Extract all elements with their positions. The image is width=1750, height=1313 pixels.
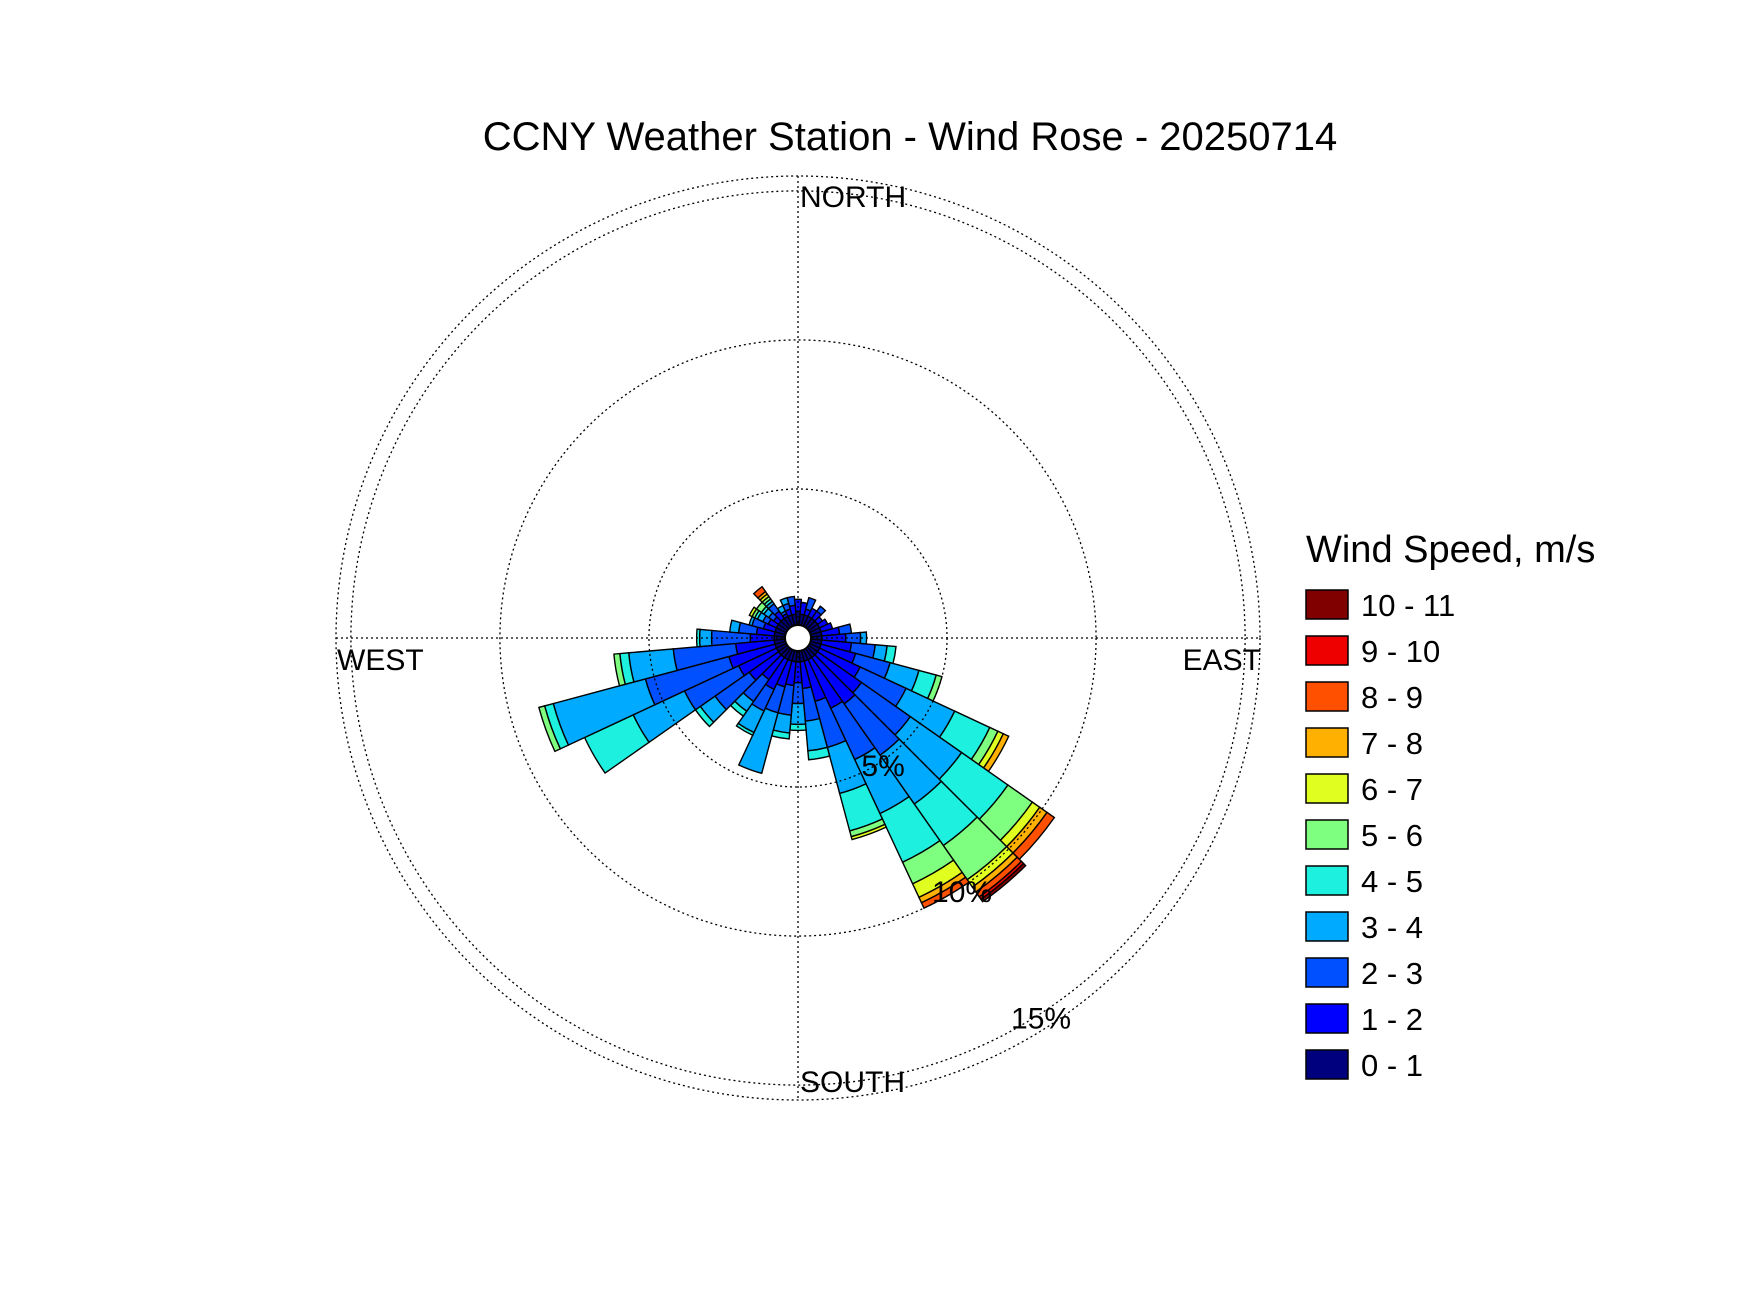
bar-dir-260-bin-5: [613, 652, 627, 687]
calm-center: [784, 624, 812, 652]
legend-title: Wind Speed, m/s: [1306, 529, 1595, 571]
legend-swatch-1: [1305, 635, 1349, 666]
legend-swatch-10: [1305, 1049, 1349, 1080]
legend-label-3: 7 - 8: [1361, 726, 1423, 761]
legend-label-8: 2 - 3: [1361, 956, 1423, 991]
bar-dir-320-bin-8: [752, 585, 767, 599]
legend-label-10: 0 - 1: [1361, 1048, 1423, 1083]
bar-dir-250-bin-5: [538, 705, 562, 753]
legend-label-6: 4 - 5: [1361, 864, 1423, 899]
legend-swatch-7: [1305, 911, 1349, 942]
legend-label-1: 9 - 10: [1361, 634, 1440, 669]
legend-swatch-5: [1305, 819, 1349, 850]
radial-tick-15: 15%: [1011, 1003, 1071, 1036]
legend-label-4: 6 - 7: [1361, 772, 1423, 807]
legend-label-7: 3 - 4: [1361, 910, 1423, 945]
bar-dir-270-bin-4: [695, 628, 701, 648]
legend-label-5: 5 - 6: [1361, 818, 1423, 853]
legend-label-2: 8 - 9: [1361, 680, 1423, 715]
radial-tick-labels: 5% 10% 15%: [861, 750, 1071, 1036]
legend-swatch-4: [1305, 773, 1349, 804]
legend-swatch-6: [1305, 865, 1349, 896]
bar-dir-210-bin-4: [735, 722, 755, 737]
radial-tick-10: 10%: [932, 876, 992, 909]
legend-label-9: 1 - 2: [1361, 1002, 1423, 1037]
bar-dir-280-bin-3: [728, 619, 742, 634]
grid-circle-15: [350, 190, 1246, 1086]
bar-dir-350-bin-2: [786, 595, 796, 608]
cardinal-east: EAST: [1183, 644, 1261, 677]
bar-dir-300-bin-6: [748, 606, 758, 618]
bar-dir-40-bin-2: [815, 605, 827, 616]
cardinal-south: SOUTH: [800, 1066, 905, 1099]
legend-swatch-9: [1305, 1003, 1349, 1034]
legend-swatch-3: [1305, 727, 1349, 758]
chart-title: CCNY Weather Station - Wind Rose - 20250…: [483, 115, 1338, 159]
cardinal-north: NORTH: [800, 181, 906, 214]
legend-swatch-2: [1305, 681, 1349, 712]
radial-tick-5: 5%: [861, 750, 904, 783]
cardinal-west: WEST: [337, 644, 424, 677]
sector-bars: [538, 585, 1056, 910]
bar-dir-160-bin-6: [850, 823, 888, 841]
bar-dir-100-bin-4: [883, 645, 897, 665]
legend-swatch-0: [1305, 589, 1349, 620]
legend-swatch-8: [1305, 957, 1349, 988]
bar-dir-140-bin-10: [979, 862, 1027, 903]
bar-dir-170-bin-4: [807, 746, 831, 761]
bar-dir-20-bin-2: [804, 596, 817, 612]
bar-dir-200-bin-3: [737, 707, 779, 775]
legend-label-0: 10 - 11: [1361, 588, 1455, 623]
legend: 10 - 11 9 - 10 8 - 9 7 - 8 6 - 7 5 - 6 4 - 5 3 …: [1305, 588, 1455, 1083]
